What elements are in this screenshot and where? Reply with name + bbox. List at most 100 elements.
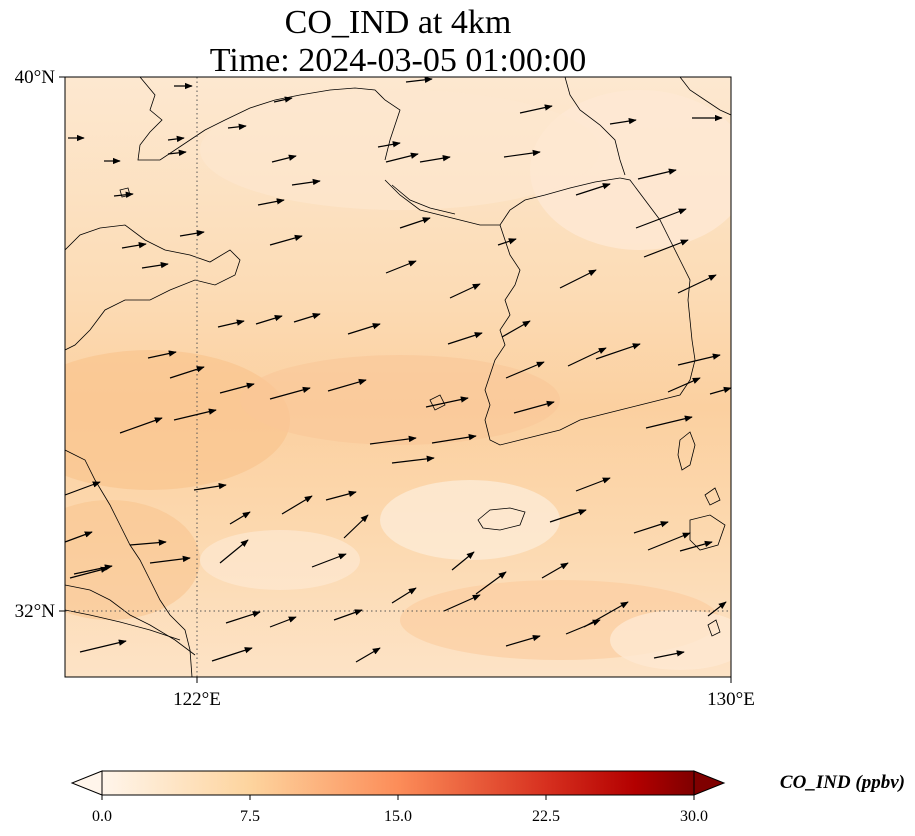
- wind-arrow: [635, 208, 687, 229]
- wind-arrow: [709, 386, 732, 395]
- wind-arrow: [451, 551, 475, 571]
- wind-arrow: [377, 141, 401, 148]
- wind-arrow: [229, 511, 251, 525]
- colorbar-gradient: [102, 771, 694, 795]
- wind-arrow: [505, 634, 541, 647]
- wind-arrow: [449, 283, 481, 299]
- wind-arrow: [291, 178, 321, 186]
- wind-arrow: [633, 521, 669, 534]
- wind-arrow: [369, 435, 417, 445]
- colorbar-extend-min: [70, 770, 103, 796]
- wind-arrow: [257, 198, 285, 206]
- wind-arrow: [567, 347, 607, 367]
- colorbar-tick-label: 7.5: [240, 808, 260, 825]
- wind-arrow: [647, 532, 691, 551]
- co-field: [65, 77, 731, 677]
- wind-arrow: [271, 154, 297, 163]
- wind-arrow: [559, 269, 597, 289]
- wind-arrow: [121, 242, 147, 249]
- wind-arrow: [73, 564, 113, 575]
- x-tick-label: 130°E: [707, 689, 755, 710]
- wind-arrow: [419, 155, 451, 163]
- wind-arrow: [167, 149, 187, 156]
- wind-arrow: [503, 149, 541, 158]
- wind-arrow: [391, 587, 417, 604]
- wind-arrow: [519, 104, 553, 114]
- wind-arrow: [653, 650, 685, 659]
- wind-arrow: [637, 168, 677, 180]
- colorbar-title: CO_IND (ppbv): [780, 772, 905, 793]
- wind-arrow: [677, 274, 717, 294]
- map-frame: [64, 76, 732, 678]
- wind-arrow: [269, 234, 303, 246]
- wind-arrow: [501, 320, 531, 338]
- wind-arrow: [281, 495, 313, 515]
- wind-arrow: [193, 482, 227, 491]
- coastlines: [65, 77, 731, 677]
- wind-arrow: [217, 319, 245, 328]
- wind-arrow: [269, 616, 297, 628]
- wind-arrow: [645, 415, 693, 429]
- wind-arrow: [179, 230, 205, 237]
- wind-arrow: [497, 238, 517, 246]
- wind-arrow: [64, 481, 101, 496]
- wind-arrow: [219, 539, 249, 564]
- wind-arrow: [391, 455, 435, 464]
- wind-arrow: [69, 566, 109, 579]
- colorbar-tick-label: 22.5: [532, 808, 560, 825]
- wind-arrow: [327, 378, 367, 392]
- wind-arrow: [679, 540, 713, 552]
- y-tick-label: 32°N: [15, 601, 56, 622]
- wind-arrow: [333, 609, 363, 621]
- wind-arrow: [677, 353, 721, 366]
- wind-arrow: [609, 117, 637, 125]
- wind-arrow: [595, 343, 641, 360]
- wind-arrow: [549, 509, 587, 523]
- wind-arrow: [225, 611, 261, 624]
- wind-arrow: [149, 555, 191, 564]
- wind-arrow: [355, 647, 381, 663]
- colorbar-tick-label: 0.0: [92, 808, 112, 825]
- wind-arrow: [447, 332, 483, 345]
- colorbar-tick-label: 15.0: [384, 808, 412, 825]
- wind-arrow: [513, 400, 555, 414]
- wind-arrow: [147, 350, 177, 359]
- wind-arrow: [475, 571, 507, 595]
- map-subtitle: Time: 2024-03-05 01:00:00: [209, 42, 587, 79]
- wind-arrow: [219, 382, 255, 394]
- wind-vectors: [64, 76, 732, 663]
- wind-arrow: [129, 539, 167, 546]
- wind-arrow: [385, 152, 419, 163]
- wind-arrow: [667, 377, 701, 393]
- wind-arrow: [399, 217, 431, 229]
- wind-arrow: [541, 562, 569, 579]
- map-title: CO_IND at 4km: [284, 4, 512, 41]
- wind-arrow: [583, 601, 629, 628]
- wind-arrow: [167, 135, 185, 143]
- colorbar: 0.0 7.5 15.0 22.5 30.0 CO_IND (ppbv): [70, 770, 905, 825]
- wind-arrow: [169, 366, 205, 379]
- wind-arrow: [505, 361, 545, 379]
- wind-arrow: [707, 601, 727, 617]
- wind-arrow: [64, 531, 93, 543]
- wind-arrow: [211, 647, 253, 662]
- wind-arrow: [311, 553, 347, 568]
- colorbar-tick-label: 30.0: [680, 808, 708, 825]
- wind-arrow: [643, 239, 689, 258]
- x-tick-label: 122°E: [173, 689, 221, 710]
- wind-arrow: [385, 260, 417, 274]
- wind-arrow: [565, 619, 601, 635]
- wind-arrow: [173, 408, 217, 421]
- wind-arrow: [113, 191, 134, 198]
- wind-arrow: [293, 313, 321, 323]
- axis-ticks: [59, 76, 732, 683]
- wind-arrow: [325, 490, 357, 501]
- wind-arrow: [269, 386, 311, 400]
- gridlines: [65, 77, 731, 677]
- wind-arrow: [431, 433, 477, 444]
- wind-arrow: [119, 417, 163, 434]
- wind-arrow: [141, 261, 169, 269]
- wind-arrow: [575, 477, 611, 492]
- y-tick-label: 40°N: [15, 67, 56, 88]
